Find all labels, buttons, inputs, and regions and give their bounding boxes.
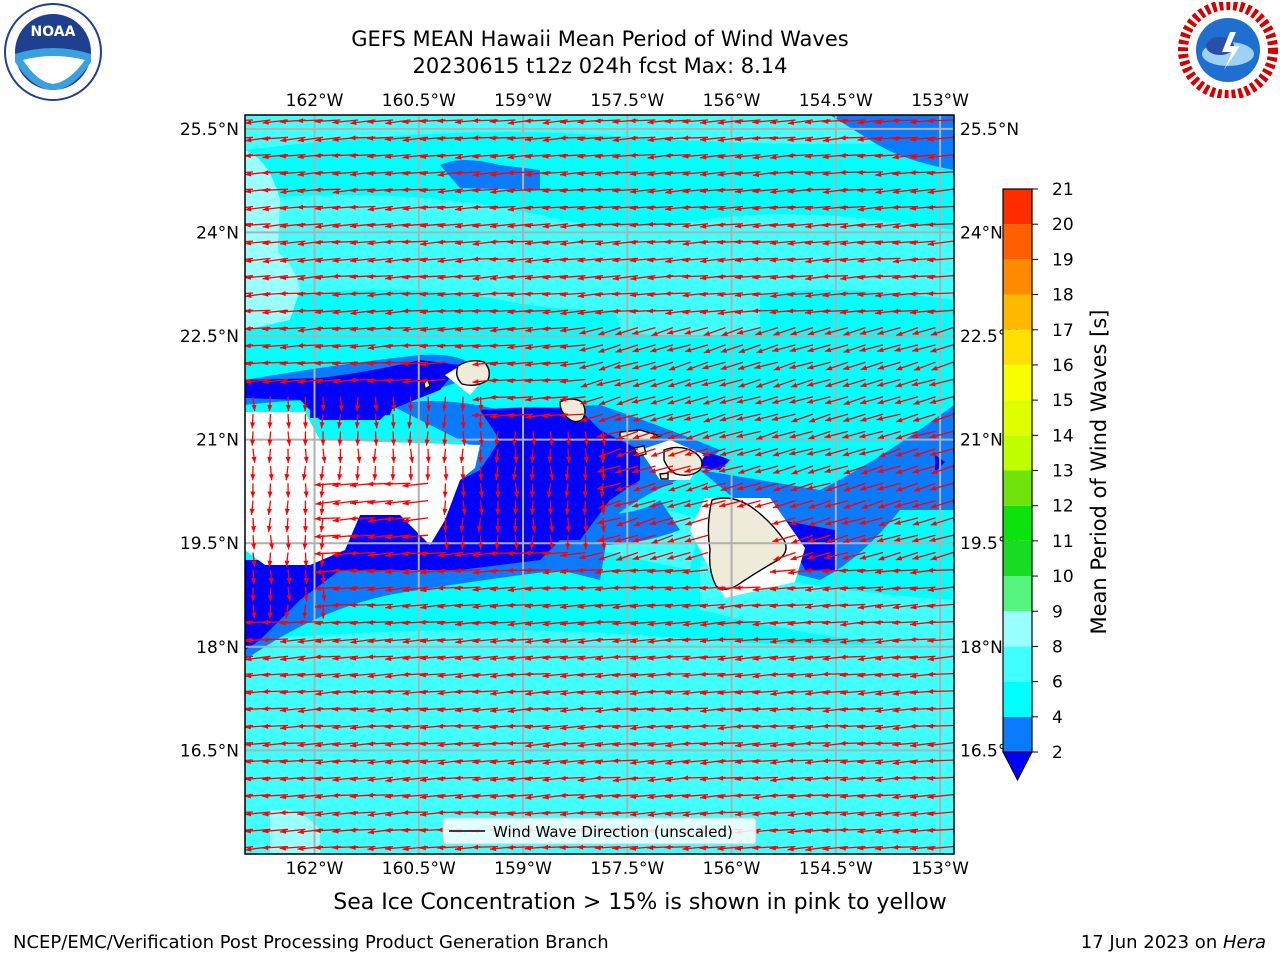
lon-tick-label: 156°W xyxy=(703,859,761,879)
host-name: Hera xyxy=(1223,932,1266,953)
wind-arrow-head xyxy=(228,794,234,799)
lat-tick-label: 25.5°N xyxy=(180,120,239,140)
wind-arrow-head xyxy=(227,810,233,815)
colorbar-tick-label: 2 xyxy=(1052,743,1063,763)
lat-tick-label: 25.5°N xyxy=(960,120,1019,140)
lat-tick-label: 24°N xyxy=(960,223,1003,243)
colorbar-segment xyxy=(1003,471,1032,506)
wind-arrow-head xyxy=(227,292,233,297)
lon-tick-label: 154.5°W xyxy=(799,91,873,111)
colorbar-tick-label: 17 xyxy=(1052,321,1074,341)
lon-tick-label: 159°W xyxy=(494,91,552,111)
sea-ice-note: Sea Ice Concentration > 15% is shown in … xyxy=(0,890,1280,915)
lat-tick-label: 18°N xyxy=(960,638,1003,658)
lat-tick-label: 21°N xyxy=(196,431,239,451)
lon-tick-label: 153°W xyxy=(911,91,969,111)
lat-tick-label: 16.5°N xyxy=(180,741,239,761)
wind-arrow-head xyxy=(227,379,233,384)
wind-arrow-head xyxy=(227,188,233,193)
lon-tick-label: 160.5°W xyxy=(382,91,456,111)
colorbar-segment xyxy=(1003,435,1032,470)
colorbar-segment xyxy=(1003,365,1032,400)
colorbar-segment xyxy=(1003,576,1032,611)
wind-arrow-head xyxy=(227,308,233,313)
lon-tick-label: 153°W xyxy=(911,859,969,879)
colorbar-tick-label: 6 xyxy=(1052,673,1063,693)
lat-tick-label: 18°N xyxy=(196,638,239,658)
wind-arrow-head xyxy=(227,777,233,782)
wind-arrow-head xyxy=(227,725,233,730)
legend-label: Wind Wave Direction (unscaled) xyxy=(493,823,733,841)
run-date-credit: 17 Jun 2023 on Hera xyxy=(1081,932,1266,953)
wind-arrow-head xyxy=(228,154,234,159)
colorbar-tick-label: 16 xyxy=(1052,356,1074,376)
lon-tick-label: 157.5°W xyxy=(590,859,664,879)
colorbar-segment xyxy=(1003,259,1032,294)
colorbar-tick-label: 9 xyxy=(1052,602,1063,622)
colorbar-segment xyxy=(1003,611,1032,646)
colorbar-tick-label: 4 xyxy=(1052,708,1063,728)
colorbar-segment xyxy=(1003,717,1032,752)
lat-tick-label: 21°N xyxy=(960,431,1003,451)
wind-arrow-head xyxy=(227,707,233,712)
wind-arrow-head xyxy=(227,620,233,625)
colorbar-segment xyxy=(1003,330,1032,365)
wind-arrow-head xyxy=(227,690,233,695)
lon-tick-label: 156°W xyxy=(703,91,761,111)
wind-arrow-head xyxy=(228,829,234,834)
colorbar-segment xyxy=(1003,400,1032,435)
wind-arrow-head xyxy=(227,275,233,280)
colorbar-tick-label: 19 xyxy=(1052,250,1074,270)
colorbar-tick-label: 8 xyxy=(1052,637,1063,657)
colorbar-segment xyxy=(1003,224,1032,259)
colorbar-tick-label: 11 xyxy=(1052,532,1074,552)
colorbar-tick-label: 14 xyxy=(1052,426,1074,446)
colorbar-tick-label: 10 xyxy=(1052,567,1074,587)
colorbar-tick-label: 12 xyxy=(1052,497,1074,517)
lon-tick-label: 159°W xyxy=(494,859,552,879)
colorbar-tick-label: 18 xyxy=(1052,286,1074,306)
lat-tick-label: 22.5°N xyxy=(180,327,239,347)
wind-arrow-head xyxy=(227,361,233,366)
colorbar-tick-label: 21 xyxy=(1052,180,1074,200)
wind-arrow-head xyxy=(228,258,234,263)
wind-arrow-head xyxy=(227,673,233,678)
colorbar-label: Mean Period of Wind Waves [s] xyxy=(1087,310,1111,635)
colorbar-segment xyxy=(1003,646,1032,681)
lon-tick-label: 162°W xyxy=(286,91,344,111)
map-legend: Wind Wave Direction (unscaled) xyxy=(443,818,756,844)
colorbar-segment xyxy=(1003,541,1032,576)
producer-credit: NCEP/EMC/Verification Post Processing Pr… xyxy=(13,932,609,953)
wind-arrow-head xyxy=(228,847,234,852)
colorbar-tick-label: 20 xyxy=(1052,215,1074,235)
colorbar-segment xyxy=(1003,682,1032,717)
lon-tick-label: 162°W xyxy=(286,859,344,879)
island-kahoolawe xyxy=(660,473,668,479)
colorbar-under-extension xyxy=(1003,752,1032,780)
wind-arrow-head xyxy=(228,207,234,212)
lon-tick-label: 154.5°W xyxy=(799,859,873,879)
colorbar: 2 4 6 8 9 10 11 12 13 14 15 16 17 18 19 20 21 xyxy=(1003,180,1074,780)
run-date: 17 Jun 2023 on xyxy=(1081,932,1223,953)
lat-tick-label: 24°N xyxy=(196,223,239,243)
wind-arrow-head xyxy=(227,171,233,176)
colorbar-segment xyxy=(1003,295,1032,330)
lat-tick-label: 19.5°N xyxy=(180,534,239,554)
lon-tick-label: 160.5°W xyxy=(382,859,456,879)
colorbar-segment xyxy=(1003,189,1032,224)
colorbar-segment xyxy=(1003,506,1032,541)
lon-tick-label: 157.5°W xyxy=(590,91,664,111)
colorbar-tick-label: 15 xyxy=(1052,391,1074,411)
colorbar-tick-label: 13 xyxy=(1052,462,1074,482)
